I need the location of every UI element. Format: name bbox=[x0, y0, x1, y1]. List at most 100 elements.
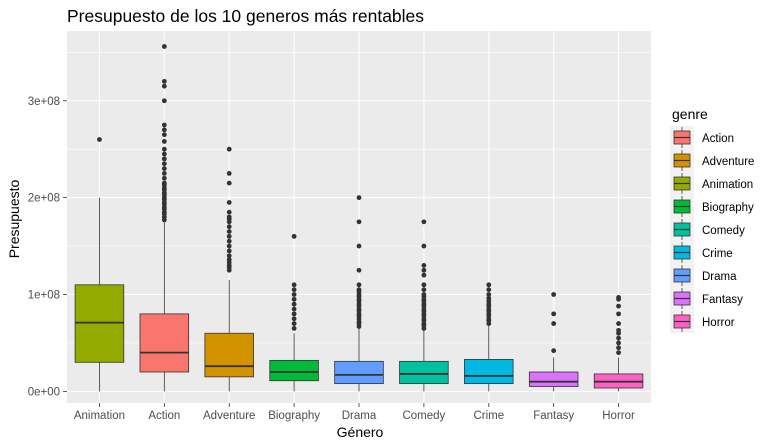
y-axis: 0e+00 1e+08 2e+08 3e+08 bbox=[28, 96, 67, 398]
legend-entry-action: Action bbox=[670, 126, 734, 149]
outlier-point bbox=[421, 272, 427, 278]
outlier-point bbox=[616, 345, 621, 351]
outlier-point bbox=[291, 316, 297, 322]
box-iqr bbox=[269, 359, 319, 382]
box-animation bbox=[74, 137, 125, 392]
outlier-point bbox=[616, 311, 621, 317]
box-iqr bbox=[399, 360, 449, 385]
outlier-point bbox=[161, 180, 167, 186]
outlier-point bbox=[486, 292, 492, 297]
box-biography bbox=[269, 233, 319, 392]
outlier-point bbox=[551, 292, 557, 297]
outlier-point bbox=[616, 335, 621, 341]
legend: genre Action Adventure Animation Biography Co… bbox=[670, 106, 754, 333]
x-tick-label: Horror bbox=[602, 410, 635, 422]
outlier-point bbox=[291, 296, 297, 302]
outlier-point bbox=[291, 301, 297, 307]
outlier-point bbox=[291, 233, 297, 239]
box-iqr bbox=[204, 332, 254, 378]
outlier-point bbox=[226, 229, 232, 234]
outlier-point bbox=[421, 287, 427, 293]
outlier-point bbox=[161, 151, 167, 157]
outlier-point bbox=[421, 292, 427, 297]
outlier-point bbox=[486, 282, 492, 288]
x-axis: Animation Action Adventure Biography Drama Co… bbox=[74, 403, 635, 422]
outlier-point bbox=[226, 248, 232, 254]
outlier-point bbox=[226, 253, 232, 259]
outlier-point bbox=[97, 137, 102, 142]
outlier-point bbox=[356, 219, 362, 225]
box-adventure bbox=[204, 146, 254, 392]
legend-label: Comedy bbox=[702, 225, 745, 237]
legend-label: Drama bbox=[702, 271, 737, 283]
outlier-point bbox=[421, 243, 427, 249]
outlier-point bbox=[291, 292, 297, 297]
x-tick-label: Action bbox=[148, 410, 180, 422]
outlier-point bbox=[291, 306, 297, 312]
legend-label: Biography bbox=[702, 202, 754, 214]
outlier-point bbox=[161, 175, 167, 181]
outlier-point bbox=[161, 122, 167, 128]
outlier-point bbox=[421, 219, 427, 225]
outlier-point bbox=[291, 311, 297, 317]
y-tick-label: 1e+08 bbox=[28, 290, 60, 302]
legend-entry-fantasy: Fantasy bbox=[670, 287, 743, 310]
outlier-point bbox=[161, 98, 167, 104]
outlier-point bbox=[616, 340, 621, 346]
box-iqr bbox=[464, 359, 514, 385]
outlier-point bbox=[161, 139, 167, 144]
legend-entry-animation: Animation bbox=[670, 172, 753, 195]
outlier-point bbox=[356, 267, 362, 273]
boxes-layer bbox=[74, 44, 644, 392]
outlier-point bbox=[356, 287, 362, 293]
outlier-point bbox=[226, 257, 232, 263]
box-crime bbox=[464, 282, 514, 392]
outlier-point bbox=[291, 282, 297, 288]
outlier-point bbox=[421, 282, 427, 288]
outlier-point bbox=[226, 214, 232, 220]
legend-label: Animation bbox=[702, 179, 753, 191]
outlier-point bbox=[551, 321, 557, 326]
outlier-point bbox=[161, 127, 167, 133]
outlier-point bbox=[551, 311, 557, 317]
outlier-point bbox=[161, 44, 167, 49]
outlier-point bbox=[161, 171, 167, 176]
outlier-point bbox=[161, 146, 167, 152]
y-tick-label: 0e+00 bbox=[28, 386, 60, 398]
box-iqr bbox=[139, 313, 190, 373]
outlier-point bbox=[226, 233, 232, 239]
outlier-point bbox=[226, 171, 232, 176]
outlier-point bbox=[161, 132, 167, 138]
outlier-point bbox=[161, 83, 167, 89]
box-action bbox=[139, 44, 190, 392]
box-iqr bbox=[74, 284, 125, 363]
outlier-point bbox=[226, 243, 232, 249]
outlier-point bbox=[486, 287, 492, 293]
box-fantasy bbox=[528, 292, 579, 392]
x-tick-label: Fantasy bbox=[533, 410, 574, 422]
y-axis-title: Presupuesto bbox=[6, 179, 22, 258]
legend-entry-horror: Horror bbox=[670, 310, 735, 333]
outlier-point bbox=[616, 303, 621, 309]
box-comedy bbox=[399, 219, 449, 392]
outlier-point bbox=[161, 156, 167, 162]
legend-entry-crime: Crime bbox=[670, 241, 733, 264]
legend-label: Adventure bbox=[702, 156, 754, 168]
outlier-point bbox=[226, 180, 232, 186]
outlier-point bbox=[226, 209, 232, 215]
outlier-point bbox=[551, 348, 557, 354]
outlier-point bbox=[356, 243, 362, 249]
legend-entry-drama: Drama bbox=[670, 264, 737, 287]
outlier-point bbox=[226, 224, 232, 230]
legend-label: Crime bbox=[702, 248, 733, 260]
outlier-point bbox=[486, 295, 492, 301]
outlier-point bbox=[616, 327, 621, 333]
outlier-point bbox=[161, 78, 167, 84]
legend-entry-biography: Biography bbox=[670, 195, 754, 218]
legend-label: Horror bbox=[702, 317, 735, 329]
x-tick-label: Comedy bbox=[402, 410, 445, 422]
outlier-point bbox=[356, 195, 362, 201]
x-tick-label: Adventure bbox=[203, 410, 255, 422]
outlier-point bbox=[421, 263, 427, 268]
y-tick-label: 2e+08 bbox=[28, 193, 60, 205]
